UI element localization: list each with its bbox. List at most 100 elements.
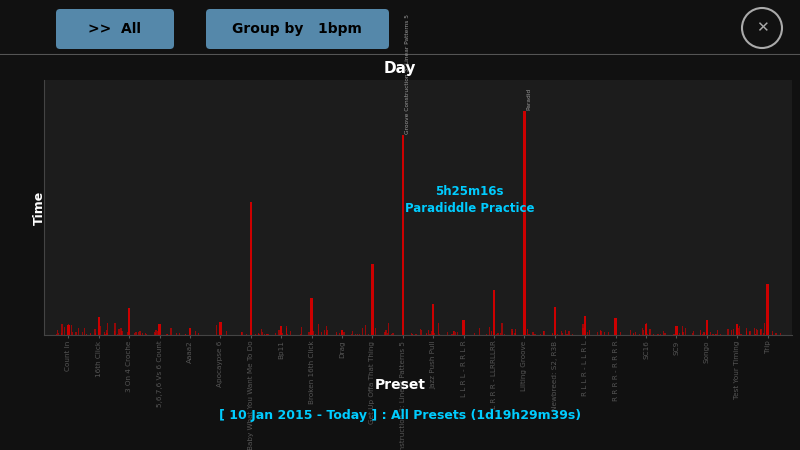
Bar [428, 330, 429, 335]
Bar [562, 333, 563, 335]
Bar [715, 334, 716, 335]
Bar [336, 332, 337, 335]
Bar [766, 284, 769, 335]
Bar [523, 334, 525, 335]
Bar [351, 334, 352, 335]
Bar [589, 330, 590, 335]
Bar [582, 324, 583, 335]
Bar [639, 334, 640, 335]
Bar [119, 333, 120, 335]
Bar [586, 332, 588, 335]
Bar [572, 334, 574, 335]
Bar [114, 323, 116, 335]
Bar [633, 334, 634, 335]
Bar [286, 328, 287, 335]
Bar [365, 324, 366, 335]
Bar [219, 333, 220, 335]
Bar [117, 334, 118, 335]
Bar [491, 331, 492, 335]
Bar [514, 328, 516, 335]
Bar [338, 333, 340, 335]
Bar [754, 333, 756, 335]
Bar [762, 333, 764, 335]
Bar [585, 332, 586, 335]
Bar [226, 331, 227, 335]
Bar [166, 334, 167, 335]
Bar [415, 334, 417, 335]
Bar [738, 328, 739, 335]
Bar [420, 329, 421, 335]
Bar [707, 333, 708, 335]
Bar [312, 331, 314, 335]
Bar [600, 330, 602, 335]
Bar [134, 333, 135, 335]
Bar [643, 330, 644, 335]
Bar [94, 333, 96, 335]
Bar [82, 332, 83, 335]
Bar [341, 330, 343, 335]
Bar [86, 334, 87, 335]
Bar [755, 334, 756, 335]
Bar [56, 334, 58, 335]
Bar [146, 334, 147, 335]
Bar [280, 326, 282, 335]
Bar [772, 331, 774, 335]
Bar [646, 326, 647, 335]
Bar [647, 334, 648, 335]
Bar [140, 331, 141, 335]
Bar [704, 333, 705, 335]
Bar [104, 332, 106, 335]
Bar [158, 333, 159, 335]
Bar [391, 333, 392, 335]
Bar [664, 333, 666, 335]
Bar [601, 331, 602, 335]
Bar [64, 327, 65, 335]
Bar [279, 334, 281, 335]
Bar [746, 328, 747, 335]
Bar [653, 333, 654, 335]
Bar [568, 331, 570, 335]
Bar [616, 334, 618, 335]
Bar [674, 334, 675, 335]
Bar [90, 333, 91, 335]
Bar [760, 333, 761, 335]
Bar [321, 332, 322, 335]
Bar [392, 333, 394, 335]
Bar [219, 322, 222, 335]
Bar [426, 334, 427, 335]
Text: >>  All: >> All [89, 22, 142, 36]
Bar [357, 334, 358, 335]
Bar [736, 331, 737, 335]
Bar [700, 330, 701, 335]
Bar [195, 331, 196, 335]
Bar [114, 331, 115, 335]
Bar [706, 320, 708, 335]
Bar [727, 328, 729, 335]
Bar [300, 334, 301, 335]
Bar [160, 327, 161, 335]
Bar [261, 329, 262, 335]
Bar [318, 324, 319, 335]
Bar [736, 324, 738, 335]
Bar [500, 333, 502, 335]
Bar [565, 330, 566, 335]
Bar [630, 330, 631, 335]
Bar [58, 333, 59, 335]
Bar [121, 333, 122, 335]
Bar [692, 333, 694, 335]
Bar [615, 333, 616, 335]
Bar [646, 323, 647, 335]
Bar [290, 331, 291, 335]
Bar [775, 333, 777, 335]
Bar [760, 330, 762, 335]
Bar [385, 332, 386, 335]
Bar [90, 334, 91, 335]
Bar [154, 332, 155, 335]
Bar [352, 331, 354, 335]
Bar [584, 315, 586, 335]
Bar [255, 334, 256, 335]
Bar [246, 334, 247, 335]
Bar [95, 329, 96, 335]
Bar [327, 330, 329, 335]
Bar [179, 333, 180, 335]
